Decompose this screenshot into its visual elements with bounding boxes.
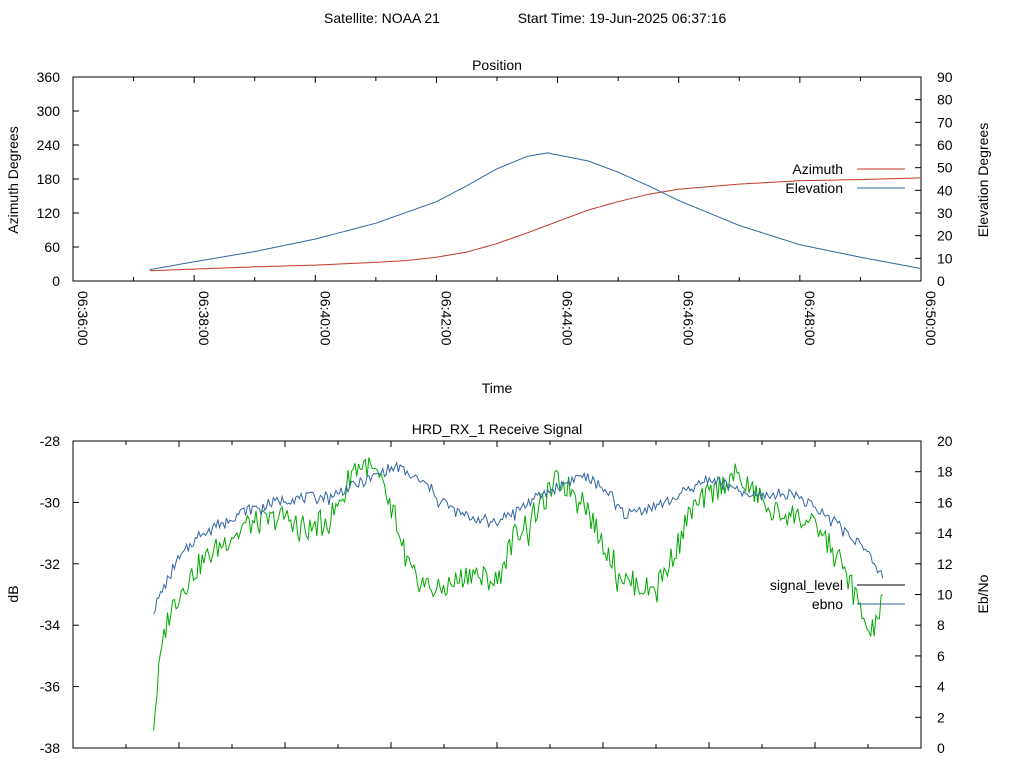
y-tick-label: 360: [37, 69, 61, 85]
y-tick-label: 180: [37, 171, 61, 187]
x-tick-label: 06:36:00: [75, 291, 91, 346]
y2-tick-label: 4: [937, 679, 945, 695]
position-y2-ticks: 0 10 20 30 40 50 60 70 80 90: [915, 69, 953, 289]
signal-plot-frame: [72, 440, 922, 749]
y-tick-label: 240: [37, 137, 61, 153]
y2-tick-label: 60: [937, 137, 953, 153]
series-line-elevation: [149, 152, 922, 271]
position-series: [149, 152, 922, 272]
position-chart-title: Position: [472, 57, 522, 73]
legend-label-elevation: Elevation: [785, 180, 843, 196]
y2-tick-label: 10: [937, 587, 953, 603]
y-tick-label: 120: [37, 205, 61, 221]
signal-y2-ticks: 0 2 4 6 8 10 12 14 16 18 20: [915, 433, 953, 756]
y-tick-label: -36: [40, 679, 60, 695]
y2-tick-label: 18: [937, 464, 953, 480]
position-x-ticks: 06:36:00 06:38:00 06:40:00 06:42:00 06:44:00…: [72, 77, 939, 346]
y2-tick-label: 12: [937, 556, 953, 572]
y2-tick-label: 16: [937, 494, 953, 510]
series-line-ebno: [153, 457, 884, 731]
y2-tick-label: 80: [937, 92, 953, 108]
legend-label-azimuth: Azimuth: [792, 161, 843, 177]
y2-tick-label: 50: [937, 160, 953, 176]
signal-y-ticks: -38 -36 -34 -32 -30 -28: [40, 433, 79, 756]
y-tick-label: -30: [40, 494, 60, 510]
y2-tick-label: 90: [937, 69, 953, 85]
start-time-title: Start Time: 19-Jun-2025 06:37:16: [518, 10, 727, 26]
y2-tick-label: 8: [937, 617, 945, 633]
x-tick-label: 06:42:00: [438, 291, 454, 346]
position-x-axis-label: Time: [482, 380, 513, 396]
y2-tick-label: 70: [937, 114, 953, 130]
satellite-title: Satellite: NOAA 21: [324, 10, 440, 26]
y-tick-label: 60: [44, 239, 60, 255]
x-tick-label: 06:50:00: [923, 291, 939, 346]
signal-series: [153, 457, 884, 731]
y-tick-label: -32: [40, 556, 60, 572]
position-y2-axis-label: Elevation Degrees: [975, 123, 991, 237]
y-tick-label: -28: [40, 433, 60, 449]
y2-tick-label: 14: [937, 525, 953, 541]
position-y-axis-label: Azimuth Degrees: [5, 126, 21, 233]
signal-chart: HRD_RX_1 Receive Signal -38-36-34-32-30-…: [5, 421, 991, 756]
signal-y2-axis-label: Eb/No: [975, 574, 991, 613]
signal-y-axis-label: dB: [5, 585, 21, 602]
legend-label-ebno: ebno: [812, 596, 843, 612]
x-tick-label: 06:46:00: [681, 291, 697, 346]
y2-tick-label: 30: [937, 205, 953, 221]
signal-chart-title: HRD_RX_1 Receive Signal: [412, 421, 582, 437]
signal-x-ticks: [72, 441, 922, 748]
y2-tick-label: 2: [937, 709, 945, 725]
y-tick-label: -38: [40, 740, 60, 756]
y2-tick-label: 0: [937, 273, 945, 289]
position-chart: Position 06:36:00 06:38:00 06:40:00 06:42:0…: [5, 57, 991, 396]
y-tick-label: 300: [37, 103, 61, 119]
y2-tick-label: 6: [937, 648, 945, 664]
y2-tick-label: 0: [937, 740, 945, 756]
series-line-signal-level: [153, 461, 884, 615]
y-tick-label: 0: [52, 273, 60, 289]
y-tick-label: -34: [40, 617, 60, 633]
position-legend: Azimuth Elevation: [785, 161, 905, 196]
y2-tick-label: 20: [937, 228, 953, 244]
signal-legend: signal_level ebno: [770, 577, 905, 612]
legend-label-signal-level: signal_level: [770, 577, 843, 593]
series-line-azimuth: [149, 177, 921, 272]
y2-tick-label: 20: [937, 433, 953, 449]
y2-tick-label: 40: [937, 182, 953, 198]
position-y-ticks: 0 60 120 180 240 300 360: [37, 69, 79, 289]
position-plot-frame: [72, 76, 922, 282]
x-tick-label: 06:48:00: [802, 291, 818, 346]
x-tick-label: 06:38:00: [196, 291, 212, 346]
x-tick-label: 06:44:00: [560, 291, 576, 346]
x-tick-label: 06:40:00: [317, 291, 333, 346]
y2-tick-label: 10: [937, 250, 953, 266]
